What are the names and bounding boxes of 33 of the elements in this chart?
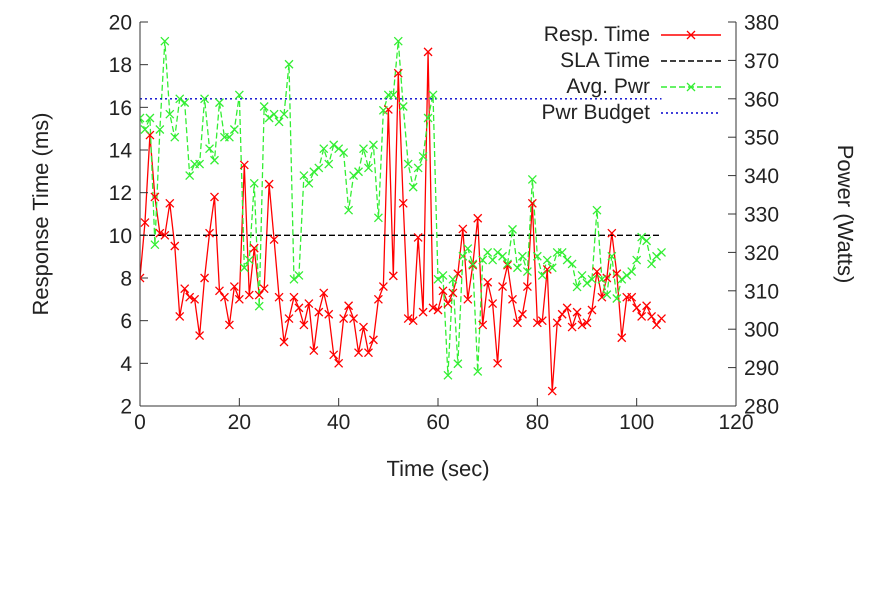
- x-tick-label: 100: [619, 410, 654, 434]
- x-tick-label: 60: [426, 410, 450, 434]
- legend-label: Pwr Budget: [541, 100, 650, 126]
- y2-tick-label: 340: [744, 165, 780, 188]
- y2-tick-label: 290: [744, 357, 780, 380]
- y2-tick-label: 350: [744, 126, 780, 150]
- y-tick-label: 6: [120, 310, 132, 334]
- y-tick-label: 18: [108, 54, 132, 78]
- legend-label: Resp. Time: [544, 22, 650, 48]
- x-tick-label: 20: [228, 410, 252, 434]
- x-tick-label: 40: [326, 410, 350, 434]
- y-tick-label: 8: [120, 267, 132, 290]
- x-tick-label: 0: [134, 410, 146, 434]
- y2-tick-label: 300: [744, 318, 780, 342]
- y2-tick-label: 310: [744, 280, 780, 304]
- y2-tick-label: 380: [744, 11, 780, 34]
- y2-tick-label: 360: [744, 88, 780, 112]
- y2-tick-label: 370: [744, 50, 780, 73]
- y-tick-label: 14: [108, 139, 132, 162]
- y-tick-label: 10: [108, 224, 132, 248]
- y-tick-label: 20: [108, 11, 132, 34]
- y-tick-label: 16: [108, 96, 132, 120]
- y2-tick-label: 320: [744, 242, 780, 265]
- legend-label: Avg. Pwr: [566, 74, 650, 100]
- x-tick-label: 80: [526, 410, 550, 434]
- y-axis-title: Response Time (ms): [28, 112, 53, 316]
- y-tick-label: 2: [120, 395, 132, 418]
- y-tick-label: 4: [120, 352, 132, 376]
- legend-label: SLA Time: [560, 48, 650, 74]
- y-tick-label: 12: [108, 182, 132, 206]
- y2-tick-label: 330: [744, 203, 780, 226]
- x-axis-title: Time (sec): [386, 456, 490, 481]
- y2-axis-title: Power (Watts): [833, 144, 858, 284]
